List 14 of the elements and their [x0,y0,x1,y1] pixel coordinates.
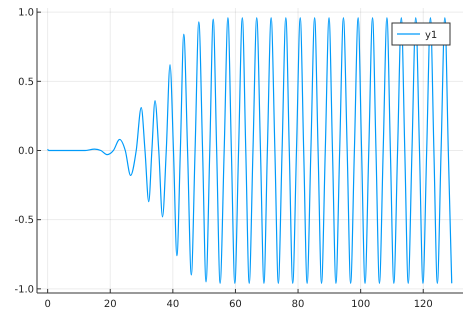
y-tick-label: -0.5 [14,215,34,226]
y-tick-label: 1.0 [18,8,34,19]
x-tick-label: 40 [166,299,180,310]
line-series [47,17,452,284]
y-tick-label: 0.5 [18,76,34,88]
legend-label: y1 [425,30,438,41]
y-tick-label: 0.0 [18,146,34,157]
y-tick-label: -1.0 [14,284,34,296]
x-tick-label: 60 [229,299,242,310]
x-tick-label: 80 [292,299,304,310]
x-tick-label: 0 [44,299,51,310]
x-tick-label: 20 [104,299,117,310]
x-tick-label: 120 [414,299,433,310]
x-tick-label: 100 [351,299,370,310]
